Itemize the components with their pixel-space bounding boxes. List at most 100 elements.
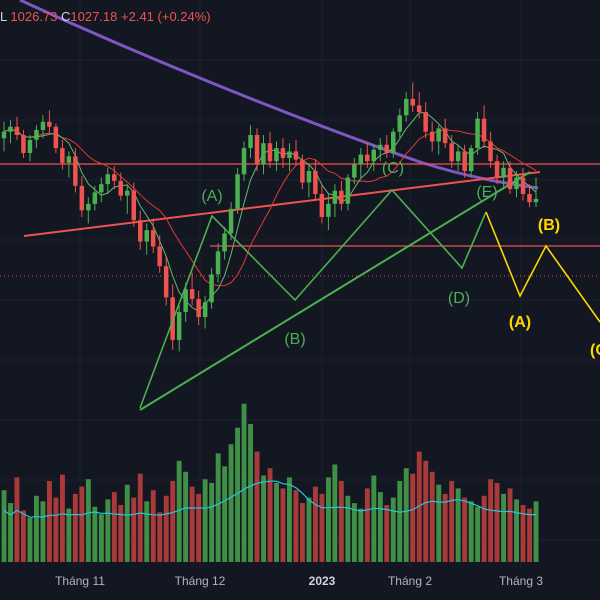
- volume-bar: [533, 501, 539, 562]
- candle-body: [326, 203, 331, 217]
- volume-bar: [475, 506, 481, 562]
- candle-body: [248, 135, 253, 149]
- wave-label-B: (B): [284, 331, 305, 348]
- volume-bar: [371, 475, 377, 562]
- volume-bar: [345, 495, 351, 562]
- candle-body: [125, 190, 130, 196]
- candle-body: [287, 151, 292, 158]
- volume-bar: [254, 451, 260, 562]
- x-axis-label-dec: Tháng 12: [175, 574, 226, 588]
- volume-bar: [403, 468, 409, 562]
- candle-body: [416, 105, 422, 112]
- candle-body: [60, 148, 65, 163]
- volume-bar: [449, 481, 455, 562]
- elliott-wave-green-path: [139, 188, 487, 409]
- close-key: C: [61, 9, 71, 24]
- ohlc-legend: L 1026.73 C1027.18 +2.41 (+0.24%): [0, 9, 211, 24]
- candle-body: [501, 167, 506, 178]
- candle-body: [475, 118, 480, 149]
- projection-label-A: (A): [509, 314, 531, 331]
- volume-bar: [326, 477, 331, 562]
- volume-bar: [124, 484, 130, 562]
- volume-bar: [222, 466, 228, 562]
- candle-body: [112, 174, 117, 181]
- volume-bar: [209, 482, 215, 562]
- volume-moving-average-line: [3, 480, 536, 518]
- volume-bar: [410, 473, 416, 562]
- x-axis-label-mar: Tháng 3: [499, 574, 543, 588]
- volume-bar: [40, 501, 46, 562]
- candle-body: [520, 177, 526, 194]
- volume-bar: [60, 474, 65, 562]
- volume-bar: [144, 501, 150, 562]
- candle-body: [462, 151, 467, 172]
- volume-bar: [514, 499, 519, 562]
- candle-body: [488, 141, 493, 162]
- candlesticks: [1, 82, 539, 352]
- volume-bar: [429, 471, 435, 562]
- volume-bar: [215, 453, 221, 562]
- volume-bar: [228, 444, 234, 562]
- candle-body: [365, 154, 370, 162]
- candle-body: [131, 190, 136, 221]
- volume-bar: [423, 460, 429, 562]
- wave-label-A: (A): [201, 188, 222, 205]
- candle-body: [21, 135, 26, 153]
- volume-bar: [293, 490, 299, 562]
- volume-bar: [189, 486, 195, 562]
- candle-body: [371, 149, 376, 162]
- projection-yellow-path: [485, 211, 600, 323]
- candle-body: [170, 297, 175, 340]
- candle-body: [47, 121, 52, 127]
- candle-body: [196, 299, 201, 317]
- candle-body: [157, 246, 162, 267]
- candle-body: [455, 151, 461, 162]
- close-value: 1027.18: [70, 9, 118, 24]
- candle-body: [73, 156, 78, 186]
- candle-body: [92, 192, 98, 204]
- volume-bar: [85, 479, 91, 562]
- candle-body: [66, 156, 72, 163]
- volume-bar: [150, 490, 156, 562]
- candle-body: [339, 190, 344, 204]
- candle-body: [215, 251, 221, 275]
- candle-body: [481, 118, 487, 142]
- volume-bar: [105, 499, 111, 562]
- candle-body: [410, 98, 415, 106]
- candle-body: [378, 144, 383, 150]
- volume-bar: [8, 503, 13, 562]
- candle-body: [40, 121, 46, 130]
- candle-body: [313, 171, 318, 194]
- candle-body: [274, 148, 279, 162]
- volume-bar: [436, 484, 442, 562]
- volume-bar: [507, 488, 513, 562]
- volume-bar: [235, 427, 240, 562]
- volume-bar: [338, 481, 344, 562]
- volume-bar: [377, 492, 383, 562]
- candle-body: [293, 151, 299, 160]
- candle-body: [183, 289, 188, 313]
- volume-bar: [494, 482, 500, 562]
- candle-body: [99, 184, 104, 193]
- candle-body: [235, 174, 240, 209]
- x-axis-label-nov: Tháng 11: [55, 574, 105, 588]
- volume-bar: [241, 403, 247, 562]
- volume-bar: [53, 497, 59, 562]
- volume-bar: [111, 492, 117, 562]
- candle-body: [1, 131, 7, 139]
- volume-bar: [274, 482, 279, 562]
- support-trendline: [139, 171, 531, 411]
- candle-body: [118, 180, 123, 196]
- candle-body: [79, 185, 85, 211]
- volume-bar: [72, 493, 78, 562]
- candle-body: [429, 131, 435, 142]
- volume-bar: [527, 508, 532, 562]
- candle-body: [27, 139, 33, 153]
- volume-bar: [248, 424, 253, 562]
- volume-bar: [397, 481, 403, 562]
- candle-body: [86, 203, 91, 211]
- volume-bar: [21, 510, 26, 562]
- volume-bar: [47, 481, 52, 562]
- candle-body: [222, 233, 227, 252]
